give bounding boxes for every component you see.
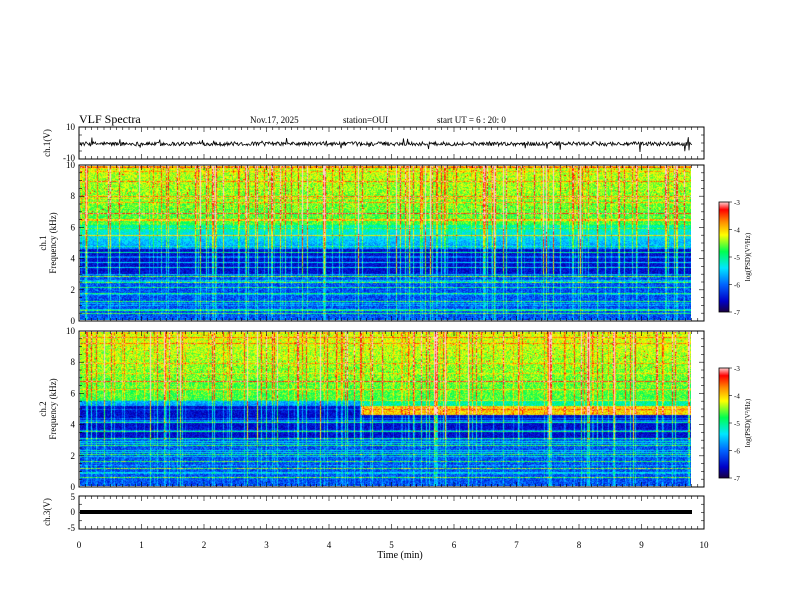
ch1-waveform-ylabel: ch.1(V) (42, 129, 52, 157)
colorbar-tick-label: -3 (734, 199, 740, 207)
ch1-spectrogram-ytick-labels: 0 2 4 6 8 10 (66, 160, 76, 326)
ch1-waveform-line (79, 137, 693, 153)
ch3-ytick-bottom: -5 (68, 523, 76, 533)
x-tick-label: 1 (139, 540, 144, 550)
colorbar-tick-label: -4 (734, 227, 740, 235)
ch2-spectrogram-panel: 0 2 4 6 8 10 ch.2 Frequency (kHz) (38, 326, 705, 492)
colorbar-tick-label: -4 (734, 393, 740, 401)
ch1-spectrogram-image (80, 166, 691, 320)
ch1-colorbar-scale (718, 201, 730, 313)
time-axis-tick-labels: 0 1 2 3 4 5 6 7 8 9 10 (77, 540, 709, 550)
station-label: station=OUI (343, 115, 388, 125)
y-tick-label: 2 (71, 451, 76, 461)
y-tick-label: 10 (66, 326, 76, 336)
ch2-spectrogram-ytick-labels: 0 2 4 6 8 10 (66, 326, 76, 492)
start-time-label: start UT = 6 : 20: 0 (437, 115, 506, 125)
x-tick-label: 2 (202, 540, 207, 550)
y-tick-label: 8 (71, 191, 76, 201)
ch2-spectrogram-ticks (78, 330, 705, 488)
ch2-colorbar-scale (718, 367, 730, 479)
ch1-spectrogram-channel-label: ch.1 (38, 235, 48, 250)
x-tick-label: 8 (577, 540, 582, 550)
ch1-ytick-top: 10 (66, 122, 76, 132)
ch1-spectrogram-ylabel: Frequency (kHz) (48, 212, 58, 273)
x-tick-label: 9 (639, 540, 644, 550)
ch2-colorbar: -3 -4 -5 -6 -7 log(PSD)(V²/Hz) (718, 365, 752, 483)
colorbar-tick-label: -3 (734, 365, 740, 373)
ch1-ytick-bottom: -10 (63, 153, 75, 163)
y-tick-label: 8 (71, 357, 76, 367)
y-tick-label: 2 (71, 285, 76, 295)
ch1-colorbar-tick-labels: -3 -4 -5 -6 -7 (729, 199, 740, 317)
y-tick-label: 6 (71, 388, 76, 398)
ch2-spectrogram-channel-label: ch.2 (38, 401, 48, 416)
ch3-waveform-ylabel: ch.3(V) (42, 498, 52, 526)
ch1-colorbar: -3 -4 -5 -6 -7 log(PSD)(V²/Hz) (718, 199, 752, 317)
ch2-colorbar-label: log(PSD)(V²/Hz) (744, 398, 752, 447)
x-tick-label: 6 (452, 540, 457, 550)
y-tick-label: 4 (71, 254, 76, 264)
ch1-colorbar-label: log(PSD)(V²/Hz) (744, 232, 752, 281)
y-tick-label: 0 (71, 482, 76, 492)
ch2-colorbar-tick-labels: -3 -4 -5 -6 -7 (729, 365, 740, 483)
colorbar-tick-label: -6 (734, 282, 740, 290)
date-label: Nov.17, 2025 (250, 115, 299, 125)
ch1-waveform-ticks (78, 126, 705, 160)
figure-title: VLF Spectra (79, 112, 141, 126)
ch1-spectrogram-ticks (78, 164, 705, 322)
ch1-waveform-panel: 10 -10 ch.1(V) (42, 122, 705, 163)
x-tick-label: 0 (77, 540, 82, 550)
ch3-ytick-middle: 0 (71, 507, 76, 517)
colorbar-tick-label: -5 (734, 420, 740, 428)
ch3-waveform-line (80, 510, 692, 514)
time-axis-label: Time (min) (377, 550, 422, 561)
x-tick-label: 10 (700, 540, 710, 550)
x-tick-label: 3 (264, 540, 269, 550)
ch3-ytick-top: 5 (71, 492, 76, 502)
ch1-spectrogram-panel: 0 2 4 6 8 10 ch.1 Frequency (kHz) (38, 160, 705, 326)
x-tick-label: 5 (389, 540, 394, 550)
y-tick-label: 4 (71, 420, 76, 430)
y-tick-label: 10 (66, 160, 76, 170)
colorbar-tick-label: -7 (734, 309, 740, 317)
ch3-waveform-ticks (78, 495, 705, 530)
colorbar-tick-label: -7 (734, 475, 740, 483)
ch2-spectrogram-ylabel: Frequency (kHz) (48, 378, 58, 439)
x-tick-label: 4 (327, 540, 332, 550)
colorbar-tick-label: -5 (734, 254, 740, 262)
y-tick-label: 6 (71, 222, 76, 232)
y-tick-label: 0 (71, 316, 76, 326)
colorbar-tick-label: -6 (734, 448, 740, 456)
x-tick-label: 7 (514, 540, 519, 550)
ch2-spectrogram-image (80, 332, 691, 486)
ch3-waveform-panel: 5 0 -5 ch.3(V) (42, 492, 705, 533)
